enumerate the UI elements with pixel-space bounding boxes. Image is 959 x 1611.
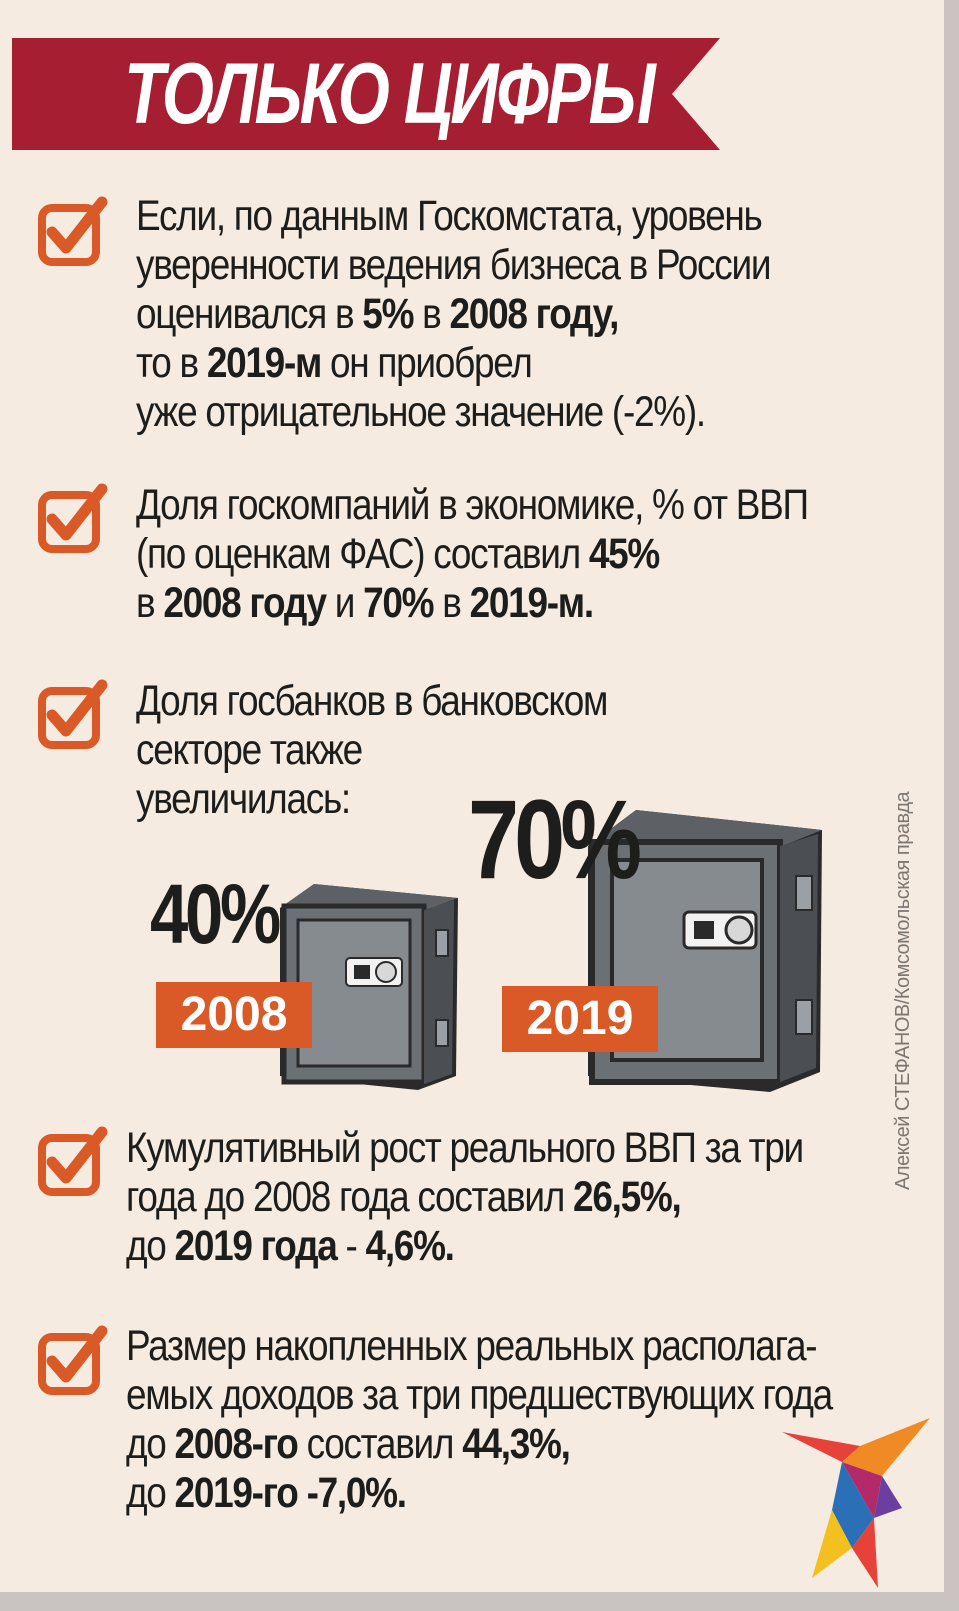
fact-line: Кумулятивный рост реального ВВП за три — [126, 1124, 804, 1173]
fact-line: (по оценкам ФАС) составил 45% — [136, 530, 808, 579]
fact-highlight: 44,3%, — [462, 1420, 571, 1468]
bank-share-percent: 70% — [468, 777, 642, 902]
checkbox-check-icon — [38, 1126, 112, 1196]
year-label: 2008 — [156, 982, 312, 1048]
fact-line: Если, по данным Госкомстата, уровень — [136, 192, 770, 241]
fact-fragment: до — [126, 1420, 175, 1468]
fact-fragment — [298, 1469, 307, 1517]
fact-text-1: Если, по данным Госкомстата, уровень увер… — [136, 192, 771, 437]
photo-credit: Алексей СТЕФАНОВ/Комсомольская правда — [892, 791, 914, 1190]
fact-fragment: Кумулятивный рост реального ВВП за три — [126, 1124, 804, 1172]
fact-text-2: Доля госкомпаний в экономике, % от ВВП (п… — [136, 481, 809, 628]
fact-text-5: Размер накопленных реальных располага-ем… — [126, 1322, 833, 1518]
fact-fragment: года до 2008 года составил — [126, 1173, 574, 1221]
fact-fragment: до — [126, 1222, 175, 1270]
fact-text-3: Доля госбанков в банковском секторе также… — [136, 677, 608, 824]
checkbox-check-icon — [38, 1325, 112, 1395]
fact-line: уверенности ведения бизнеса в России — [136, 241, 771, 290]
fact-fragment: уже отрицательное значение (-2%). — [136, 388, 706, 436]
fact-fragment: уверенности ведения бизнеса в России — [136, 241, 771, 289]
fact-fragment: увеличилась: — [136, 775, 351, 823]
fact-fragment: оценивался в — [136, 290, 363, 338]
checkbox-check-icon — [38, 196, 112, 266]
fact-line: до 2008-го составил 44,3%, — [126, 1420, 832, 1469]
kp-bird-logo-icon — [782, 1418, 932, 1595]
page-title: ТОЛЬКО ЦИФРЫ — [124, 46, 656, 142]
fact-line: Доля госбанков в банковском — [136, 677, 608, 726]
fact-highlight: 2008 году — [163, 579, 327, 627]
title-banner: ТОЛЬКО ЦИФРЫ — [12, 38, 732, 150]
fact-highlight: 2019-м — [206, 339, 322, 387]
checkbox-check-icon — [38, 483, 112, 553]
fact-highlight: 2019-м. — [469, 579, 594, 627]
fact-line: секторе также — [136, 726, 607, 775]
checkbox-check-icon — [38, 679, 112, 749]
fact-highlight: 70% — [363, 579, 434, 627]
fact-highlight: 2008 году, — [449, 290, 620, 338]
fact-highlight: 5% — [362, 290, 414, 338]
fact-fragment: в — [433, 579, 470, 627]
fact-line: до 2019 года - 4,6%. — [126, 1222, 803, 1271]
banner-shape — [12, 38, 720, 150]
fact-line: года до 2008 года составил 26,5%, — [126, 1173, 803, 1222]
fact-fragment: секторе также — [136, 726, 363, 774]
fact-fragment: Размер накопленных реальных располага- — [126, 1322, 818, 1370]
fact-fragment: емых доходов за три предшествующих года — [126, 1371, 833, 1419]
fact-highlight: 45% — [588, 530, 660, 578]
fact-line: оценивался в 5% в 2008 году, — [136, 290, 770, 339]
fact-fragment: Доля госбанков в банковском — [136, 677, 608, 725]
fact-line: Доля госкомпаний в экономике, % от ВВП — [136, 481, 809, 530]
fact-highlight: -7,0%. — [306, 1469, 407, 1517]
fact-fragment: в — [413, 290, 450, 338]
infographic: ТОЛЬКО ЦИФРЫ Если, по данным Госкомстата… — [0, 0, 944, 1592]
fact-fragment: до — [126, 1469, 175, 1517]
fact-highlight: 26,5%, — [573, 1173, 682, 1221]
fact-fragment: составил — [297, 1420, 463, 1468]
fact-fragment: (по оценкам ФАС) составил — [136, 530, 589, 578]
fact-fragment: то в — [136, 339, 207, 387]
fact-highlight: 2008-го — [174, 1420, 299, 1468]
year-label: 2019 — [502, 986, 658, 1052]
fact-line: увеличилась: — [136, 775, 607, 824]
fact-fragment: Если, по данным Госкомстата, уровень — [136, 192, 763, 240]
fact-fragment: и — [325, 579, 364, 627]
fact-line: Размер накопленных реальных располага- — [126, 1322, 832, 1371]
fact-line: уже отрицательное значение (-2%). — [136, 388, 770, 437]
fact-line: до 2019-го -7,0%. — [126, 1469, 832, 1518]
fact-highlight: 2019 года — [174, 1222, 338, 1270]
fact-fragment: в — [136, 579, 164, 627]
fact-line: емых доходов за три предшествующих года — [126, 1371, 833, 1420]
fact-line: то в 2019-м он приобрел — [136, 339, 770, 388]
fact-text-4: Кумулятивный рост реального ВВП за три го… — [126, 1124, 804, 1271]
fact-fragment: - — [336, 1222, 366, 1270]
bank-share-percent: 40% — [150, 867, 281, 961]
fact-highlight: 4,6%. — [365, 1222, 455, 1270]
fact-line: в 2008 году и 70% в 2019-м. — [136, 579, 808, 628]
fact-fragment: Доля госкомпаний в экономике, % от ВВП — [136, 481, 809, 529]
fact-highlight: 2019-го — [174, 1469, 299, 1517]
fact-fragment: он приобрел — [321, 339, 533, 387]
